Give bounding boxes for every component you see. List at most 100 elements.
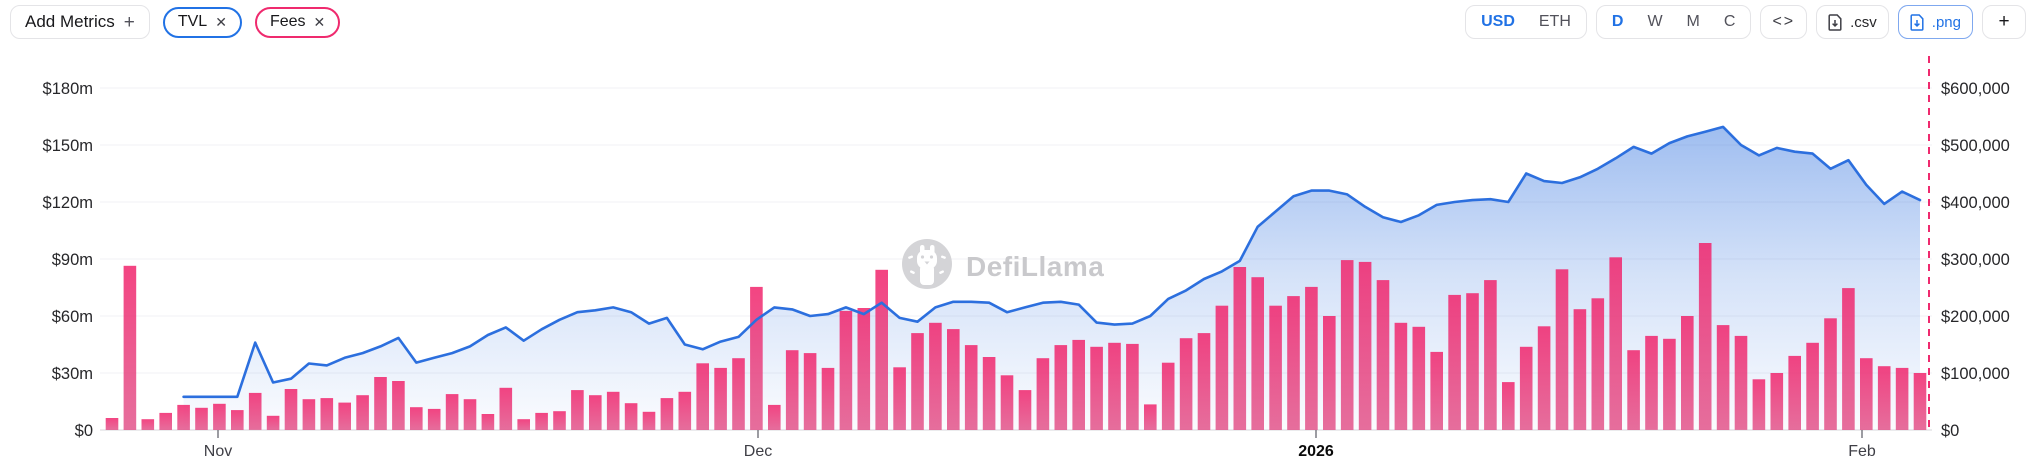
- metric-chip-fees[interactable]: Fees ✕: [254, 6, 341, 38]
- fees-bar: [1179, 338, 1193, 430]
- add-metrics-button[interactable]: Add Metrics +: [10, 5, 150, 39]
- fees-bar: [803, 353, 817, 430]
- fees-bar: [1842, 288, 1855, 430]
- svg-text:$500,000: $500,000: [1941, 137, 2010, 155]
- fees-bar: [159, 412, 172, 430]
- interval-option-cumulative[interactable]: C: [1723, 13, 1736, 30]
- fees-bar: [1161, 362, 1175, 430]
- fees-bar: [1251, 277, 1264, 430]
- svg-text:Feb: Feb: [1848, 443, 1876, 460]
- right-axis-labels: $0 $100,000 $200,000 $300,000 $400,000 $500,0…: [1941, 80, 2010, 440]
- svg-text:$0: $0: [1941, 422, 1959, 440]
- fees-bar: [1000, 375, 1014, 430]
- fees-bar: [266, 415, 280, 430]
- fees-bar: [338, 402, 351, 430]
- fees-bar: [1394, 322, 1408, 430]
- svg-text:$30m: $30m: [52, 365, 93, 383]
- fees-bar: [1126, 343, 1139, 430]
- toolbar-right-cluster: USD ETH D W M C <> .csv: [1465, 5, 2026, 39]
- close-icon[interactable]: ✕: [215, 14, 227, 30]
- fees-bar: [248, 392, 262, 430]
- x-axis-labels: Nov Dec 2026 Feb: [204, 430, 1876, 460]
- svg-text:$300,000: $300,000: [1941, 251, 2010, 269]
- svg-text:$100,000: $100,000: [1941, 365, 2010, 383]
- fees-bar: [1233, 267, 1247, 430]
- fees-bar: [1358, 261, 1372, 430]
- fees-bar: [875, 269, 888, 430]
- currency-option-eth[interactable]: ETH: [1538, 13, 1571, 30]
- svg-text:$90m: $90m: [52, 251, 93, 269]
- fees-bar: [589, 395, 602, 430]
- svg-text:$60m: $60m: [52, 308, 93, 326]
- fees-bar: [463, 399, 477, 430]
- fees-bars[interactable]: [105, 243, 1927, 430]
- interval-option-weekly[interactable]: W: [1647, 13, 1663, 30]
- fees-bar: [1716, 325, 1730, 430]
- fees-bar: [1770, 373, 1784, 430]
- fees-bar: [1609, 257, 1622, 430]
- fees-bar: [427, 408, 441, 430]
- metric-chip-label: TVL: [177, 13, 208, 30]
- svg-text:$120m: $120m: [43, 194, 93, 212]
- fees-bar: [302, 399, 316, 430]
- fees-bar: [1430, 351, 1443, 430]
- fees-bar: [1806, 342, 1819, 430]
- embed-code-button[interactable]: <>: [1760, 5, 1808, 39]
- fees-bar: [1537, 326, 1551, 430]
- currency-option-usd[interactable]: USD: [1481, 13, 1515, 30]
- fees-bar: [1591, 298, 1605, 430]
- interval-option-monthly[interactable]: M: [1686, 13, 1700, 30]
- svg-text:$180m: $180m: [43, 80, 93, 98]
- fees-bar: [1090, 346, 1103, 430]
- fees-bar: [1645, 335, 1658, 430]
- fees-bar: [857, 308, 871, 430]
- fees-bar: [1340, 260, 1354, 430]
- fees-bar: [1698, 243, 1712, 430]
- fees-bar: [911, 333, 924, 430]
- fees-bar: [177, 404, 190, 430]
- plus-icon: +: [1998, 11, 2010, 32]
- download-file-icon: [1910, 13, 1925, 31]
- fees-bar: [499, 387, 513, 430]
- fees-bar: [105, 418, 119, 430]
- fees-bar: [195, 407, 208, 430]
- svg-text:$0: $0: [75, 422, 93, 440]
- fees-bar: [410, 407, 423, 430]
- fees-bar: [571, 390, 584, 430]
- currency-toggle: USD ETH: [1465, 5, 1587, 39]
- fees-bar: [1448, 294, 1461, 430]
- download-file-icon: [1828, 13, 1843, 31]
- fees-bar: [1054, 345, 1068, 430]
- add-chart-button[interactable]: +: [1982, 5, 2026, 39]
- fees-bar: [624, 403, 638, 430]
- metric-chip-tvl[interactable]: TVL ✕: [162, 6, 242, 38]
- left-axis-labels: $0 $30m $60m $90m $120m $150m $180m: [43, 80, 93, 440]
- fees-bar: [1305, 286, 1318, 430]
- close-icon[interactable]: ✕: [313, 14, 326, 30]
- plus-icon: +: [123, 11, 135, 33]
- svg-text:$200,000: $200,000: [1941, 308, 2010, 326]
- fees-bar: [213, 403, 226, 430]
- fees-bar: [947, 329, 960, 430]
- fees-bar: [1072, 339, 1085, 430]
- tvl-line: [182, 125, 1922, 399]
- fees-bar: [1108, 342, 1121, 430]
- fees-bar: [964, 345, 978, 430]
- fees-bar: [785, 350, 799, 430]
- fees-bar: [1018, 390, 1032, 430]
- fees-bar: [606, 391, 620, 430]
- download-png-button[interactable]: .png: [1897, 5, 1973, 39]
- embed-code-icon: <>: [1772, 13, 1796, 30]
- fees-bar: [714, 367, 727, 430]
- fees-bar: [1627, 350, 1640, 430]
- svg-text:$150m: $150m: [43, 137, 93, 155]
- fees-bar: [982, 357, 996, 430]
- interval-option-daily[interactable]: D: [1611, 13, 1624, 30]
- fees-bar: [1519, 346, 1533, 430]
- fees-bar: [231, 410, 244, 430]
- fees-bar: [1466, 293, 1479, 430]
- fees-bar: [821, 367, 835, 430]
- fees-bar: [893, 367, 906, 430]
- download-csv-button[interactable]: .csv: [1816, 5, 1889, 39]
